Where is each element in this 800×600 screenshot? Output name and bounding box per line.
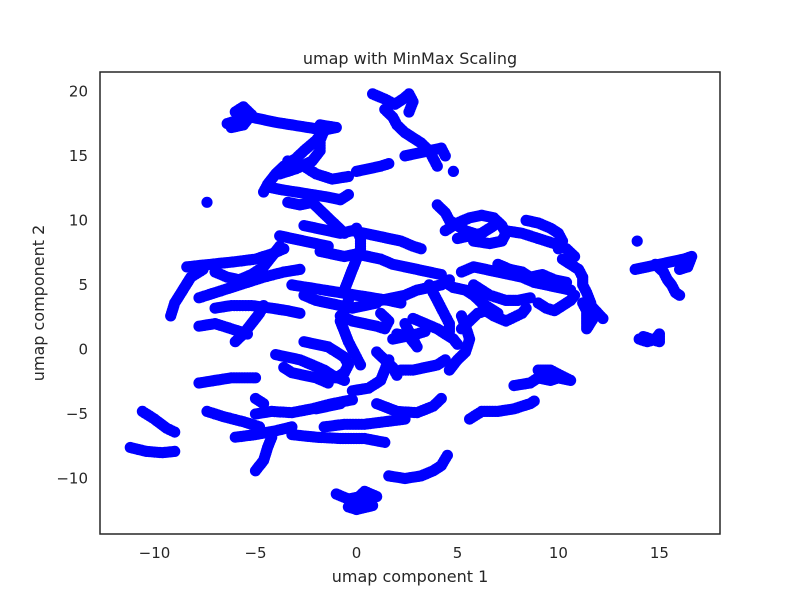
data-point [294,263,306,275]
data-point [435,392,447,405]
data-point [354,359,367,371]
data-point [169,445,181,457]
data-point [371,297,383,309]
data-point [391,328,403,340]
data-point [431,160,443,172]
y-tick-label: 5 [78,276,88,294]
data-point [169,426,181,438]
data-point [338,284,350,296]
data-point [342,170,354,183]
x-tick-label: −10 [139,544,171,562]
data-point [524,292,536,304]
data-point [439,150,451,162]
data-point [334,398,346,410]
y-axis-title: umap component 2 [29,225,48,382]
data-point [342,189,354,201]
x-axis-ticks: −10 −5 0 5 10 15 [139,544,669,562]
x-axis-title: umap component 1 [332,567,489,586]
data-point [568,289,581,301]
data-point [266,431,278,443]
data-point [492,217,504,229]
data-point [294,307,306,319]
y-tick-label: 0 [78,341,88,359]
data-point [447,165,459,177]
y-tick-label: 20 [69,82,88,100]
data-point [225,121,237,134]
y-tick-label: 15 [69,147,88,165]
data-point [391,369,403,381]
y-axis-ticks: −10 −5 0 5 10 15 20 [56,82,88,487]
data-point [274,168,286,180]
data-point [209,266,221,278]
data-point [451,338,464,350]
data-point [435,268,447,281]
data-point [419,325,431,337]
data-point [560,276,573,288]
data-point [338,374,350,386]
data-point [673,289,686,301]
x-tick-label: 15 [650,544,669,562]
data-point [443,274,455,286]
data-point [631,235,643,247]
data-point [441,449,453,461]
data-point [322,377,334,389]
data-point [403,106,415,118]
data-point [520,302,532,314]
y-tick-label: −5 [66,405,88,423]
data-point [379,436,391,448]
x-tick-label: 5 [453,544,463,562]
x-tick-label: 10 [549,544,568,562]
data-point [383,158,395,170]
x-tick-label: −5 [244,544,266,562]
data-point [439,354,451,366]
data-point [673,263,686,275]
data-point [375,307,387,319]
data-point [532,364,544,376]
data-point [257,299,270,312]
data-point [415,243,427,255]
chart-title: umap with MinMax Scaling [303,49,517,68]
data-point [395,297,407,309]
data-point [552,243,565,255]
data-point [637,330,649,343]
data-point [257,398,270,410]
plot-frame [99,71,721,535]
data-point [528,395,540,407]
data-point [371,490,383,503]
data-point [201,196,213,208]
y-tick-label: 10 [69,211,88,229]
y-tick-label: −10 [56,470,88,488]
data-point [249,372,262,384]
data-points-layer [124,88,698,516]
data-point [597,312,609,325]
x-tick-label: 0 [352,544,362,562]
